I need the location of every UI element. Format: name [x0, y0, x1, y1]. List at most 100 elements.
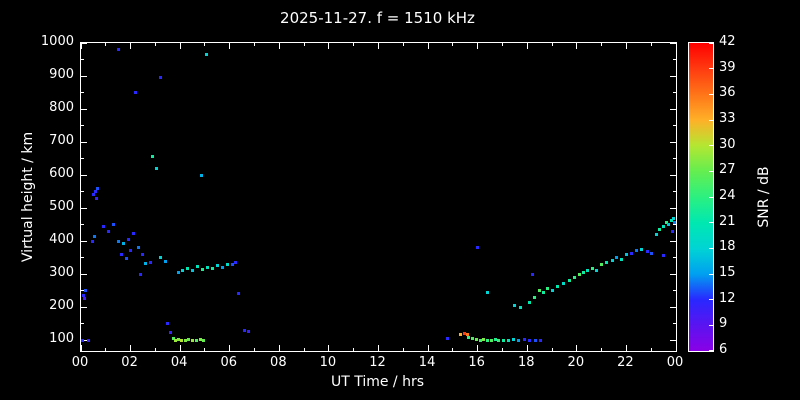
data-point	[101, 224, 105, 228]
data-point	[139, 272, 143, 276]
data-point	[645, 250, 649, 254]
x-tick-label: 06	[220, 355, 238, 370]
y-major-tick	[81, 75, 87, 77]
data-point	[489, 338, 493, 342]
y-major-tick	[670, 240, 676, 242]
x-minor-tick	[650, 43, 652, 46]
data-point	[458, 332, 462, 336]
colorbar-tick-label: 42	[719, 34, 736, 49]
data-point	[90, 239, 94, 243]
data-point	[664, 221, 668, 225]
data-point	[467, 335, 471, 339]
data-point	[176, 337, 180, 341]
x-tick-label: 12	[369, 355, 386, 370]
y-minor-tick	[673, 158, 676, 160]
data-point	[671, 217, 675, 221]
data-point	[590, 266, 594, 270]
plot-area	[80, 42, 677, 352]
data-point	[181, 269, 185, 273]
data-point	[93, 234, 97, 238]
data-point	[126, 237, 130, 241]
data-point	[523, 337, 527, 341]
data-point	[555, 285, 559, 289]
data-point	[155, 166, 159, 170]
data-point	[148, 260, 152, 264]
data-point	[84, 289, 88, 293]
x-major-tick	[179, 345, 181, 351]
x-tick-label: 16	[468, 355, 485, 370]
data-point	[620, 257, 624, 261]
data-point	[582, 270, 586, 274]
data-point	[654, 232, 658, 236]
data-point	[215, 264, 219, 268]
x-major-tick	[81, 43, 82, 49]
data-point	[121, 241, 125, 245]
chart-title: 2025-11-27. f = 1510 kHz	[280, 9, 475, 27]
data-point	[462, 332, 466, 335]
y-minor-tick	[673, 290, 676, 292]
data-point	[225, 262, 229, 266]
data-point	[116, 48, 120, 52]
y-tick-label: 800	[49, 100, 74, 116]
x-tick-label: 00	[71, 355, 89, 370]
data-point	[478, 338, 482, 342]
colorbar-tick	[709, 196, 713, 198]
data-point	[169, 331, 173, 335]
y-major-tick	[81, 174, 87, 176]
colorbar-tick	[709, 299, 713, 301]
x-major-tick	[378, 345, 379, 351]
data-point	[474, 337, 478, 341]
y-minor-tick	[673, 224, 676, 226]
data-point	[658, 228, 662, 232]
data-point	[482, 337, 486, 341]
data-point	[171, 336, 175, 340]
x-major-tick	[427, 43, 429, 49]
data-point	[538, 289, 542, 293]
data-point	[183, 338, 187, 342]
data-point	[220, 265, 224, 269]
y-major-tick	[670, 273, 676, 275]
x-tick-label: 20	[567, 355, 585, 370]
y-major-tick	[81, 240, 87, 242]
colorbar-tick	[709, 68, 713, 70]
data-point	[236, 292, 240, 296]
x-major-tick	[229, 345, 231, 351]
y-major-tick	[670, 141, 676, 143]
data-point	[81, 294, 85, 298]
colorbar-tick-label: 18	[719, 239, 736, 255]
colorbar-tick	[709, 43, 713, 44]
y-minor-tick	[81, 224, 84, 226]
data-point	[177, 270, 181, 274]
y-tick-label: 100	[49, 331, 74, 347]
colorbar-tick	[709, 93, 713, 95]
x-major-tick	[477, 43, 479, 49]
y-minor-tick	[673, 257, 676, 259]
y-tick-label: 600	[49, 166, 74, 182]
x-major-tick	[477, 345, 479, 351]
data-point	[667, 223, 671, 227]
data-point	[662, 254, 666, 258]
colorbar-tick-label: 30	[719, 136, 736, 152]
colorbar-tick	[709, 222, 713, 224]
data-point	[533, 295, 537, 299]
colorbar-tick-label: 36	[719, 85, 736, 101]
x-minor-tick	[303, 348, 305, 351]
y-minor-tick	[673, 125, 676, 127]
data-point	[673, 221, 676, 225]
colorbar	[688, 42, 714, 352]
data-point	[187, 337, 191, 341]
data-point	[174, 338, 178, 342]
x-minor-tick	[501, 43, 503, 46]
data-point	[567, 279, 571, 283]
y-major-tick	[81, 207, 87, 209]
data-point	[572, 275, 576, 279]
x-major-tick	[328, 345, 330, 351]
data-point	[528, 300, 532, 304]
data-point	[595, 268, 599, 272]
x-minor-tick	[601, 43, 603, 46]
x-axis-label: UT Time / hrs	[330, 374, 425, 390]
data-point	[159, 256, 163, 260]
y-minor-tick	[81, 125, 84, 127]
colorbar-tick	[709, 247, 713, 249]
x-major-tick	[427, 345, 429, 351]
